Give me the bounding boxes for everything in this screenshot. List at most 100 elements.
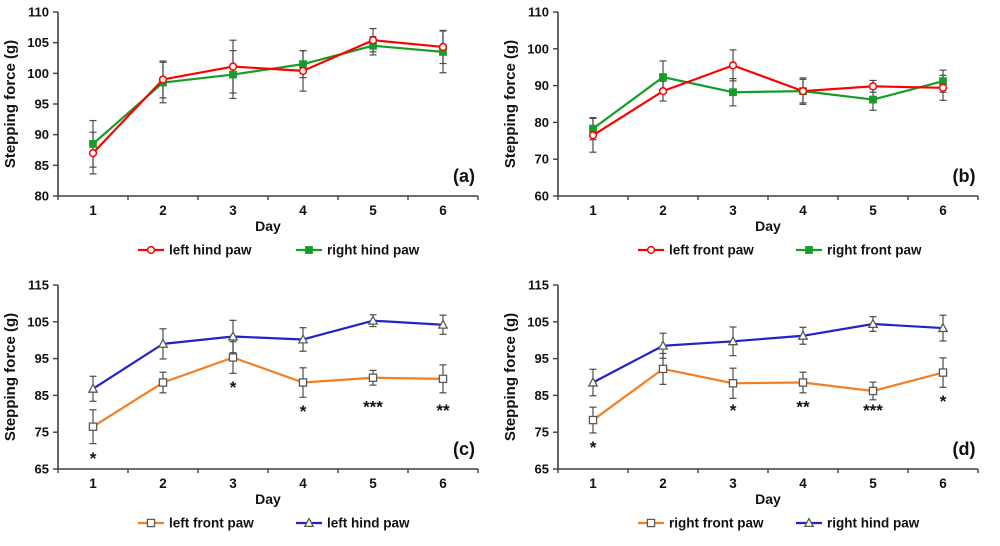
series-marker — [298, 378, 308, 387]
panel-label: (d) — [953, 439, 976, 459]
y-tick-label: 110 — [528, 5, 549, 20]
chart-c: 65 75 85 95 105 115 1 2 3 4 5 6 Day Stepping force (g… — [2, 278, 479, 531]
series-marker — [228, 353, 238, 362]
series-marker — [798, 86, 808, 96]
series-marker — [303, 517, 315, 528]
series-marker — [728, 379, 738, 388]
series-line-left-hind-paw — [92, 39, 444, 154]
series-marker — [646, 245, 656, 255]
asterisk-annotation: * — [300, 402, 307, 421]
x-tick-label: 5 — [869, 476, 877, 491]
x-tick-label: 2 — [159, 476, 167, 491]
x-tick-label: 3 — [729, 476, 737, 491]
series-line-right-hind-paw — [92, 44, 444, 145]
x-tick-label: 2 — [659, 203, 667, 218]
series-marker — [729, 88, 737, 97]
series-marker — [659, 73, 667, 82]
series-marker — [87, 383, 99, 393]
series-line-left-front-paw — [592, 64, 944, 137]
series-marker — [728, 61, 738, 70]
x-axis: 1 2 3 4 5 6 Day — [557, 468, 979, 507]
series-line-right-front-paw — [592, 367, 944, 421]
asterisk-annotation: *** — [363, 397, 383, 416]
series-marker — [299, 60, 307, 69]
error-bars — [589, 314, 947, 434]
x-axis: 1 2 3 4 5 6 Day — [57, 468, 479, 507]
x-axis-title: Day — [255, 491, 281, 507]
asterisk-annotation: * — [590, 438, 597, 457]
x-tick-label: 6 — [439, 203, 447, 218]
asterisk-annotation: * — [730, 401, 737, 420]
x-axis-title: Day — [755, 491, 781, 507]
legend: right front paw right hind paw — [638, 516, 920, 531]
series-marker — [297, 333, 309, 344]
legend-label: left hind paw — [169, 243, 252, 258]
series-marker — [438, 374, 448, 384]
y-tick-label: 75 — [35, 425, 49, 440]
asterisk-annotation: * — [940, 392, 947, 411]
series-marker — [438, 42, 448, 52]
series-marker — [938, 368, 948, 377]
y-tick-label: 85 — [35, 388, 49, 403]
panel-c: 65 75 85 95 105 115 1 2 3 4 5 6 Day Stepping force (g… — [0, 273, 500, 546]
panel-b: 60 70 80 90 100 110 1 2 3 4 5 6 Day Stepping force (g… — [500, 0, 1000, 273]
y-tick-label: 95 — [535, 351, 549, 366]
x-axis-title: Day — [255, 218, 281, 234]
y-tick-label: 115 — [28, 278, 49, 293]
legend-label: left front paw — [169, 516, 254, 531]
series-line-right-front-paw — [592, 76, 944, 130]
x-tick-label: 3 — [729, 203, 737, 218]
y-tick-label: 90 — [535, 78, 549, 93]
series-marker — [867, 318, 879, 329]
legend-label: right hind paw — [827, 516, 920, 531]
legend-label: left front paw — [669, 243, 754, 258]
series-line-right-hind-paw — [592, 322, 944, 384]
x-tick-label: 5 — [369, 203, 377, 218]
y-tick-label: 95 — [35, 97, 49, 112]
series-marker — [657, 339, 669, 350]
y-tick-label: 100 — [27, 66, 49, 81]
y-tick-label: 105 — [27, 35, 49, 50]
series-marker — [805, 246, 813, 254]
series-marker — [158, 378, 168, 387]
series-marker — [305, 246, 313, 254]
x-tick-label: 1 — [589, 203, 597, 218]
series-marker — [158, 75, 168, 84]
x-tick-label: 1 — [589, 476, 597, 491]
series-marker — [368, 373, 378, 382]
series-marker — [229, 70, 237, 79]
legend-label: right front paw — [669, 516, 764, 531]
series-marker — [367, 314, 379, 325]
panel-label: (a) — [453, 166, 475, 186]
y-tick-label: 85 — [535, 388, 549, 403]
panel-a: 80 85 90 95 100 105 110 1 2 3 4 5 6 Day Stepping force… — [0, 0, 500, 273]
asterisk-annotation: * — [230, 378, 237, 397]
x-tick-label: 4 — [299, 203, 307, 218]
series-marker — [868, 386, 878, 396]
panel-d: 65 75 85 95 105 115 1 2 3 4 5 6 Day Stepping force (g… — [500, 273, 1000, 546]
series-marker — [727, 335, 739, 346]
series-marker — [588, 415, 598, 425]
series-marker — [88, 148, 98, 158]
series-marker — [437, 318, 449, 329]
x-tick-label: 5 — [369, 476, 377, 491]
series-marker — [937, 322, 949, 333]
series-line-left-hind-paw — [92, 319, 444, 390]
y-tick-label: 100 — [527, 41, 549, 56]
x-tick-label: 3 — [229, 476, 237, 491]
significance-annotations: ******** — [590, 392, 947, 457]
y-axis: 65 75 85 95 105 115 — [527, 278, 559, 477]
y-tick-label: 90 — [35, 127, 49, 142]
x-tick-label: 4 — [299, 476, 307, 491]
legend-label: right hind paw — [327, 243, 420, 258]
x-tick-label: 1 — [89, 203, 97, 218]
series-marker — [658, 86, 668, 96]
x-axis: 1 2 3 4 5 6 Day — [57, 195, 479, 234]
error-bars — [589, 49, 947, 153]
legend-label: left hind paw — [327, 516, 410, 531]
legend-label: right front paw — [827, 243, 922, 258]
y-axis: 65 75 85 95 105 115 — [27, 278, 59, 477]
x-tick-label: 2 — [159, 203, 167, 218]
series-marker — [587, 376, 599, 387]
x-tick-label: 6 — [439, 476, 447, 491]
